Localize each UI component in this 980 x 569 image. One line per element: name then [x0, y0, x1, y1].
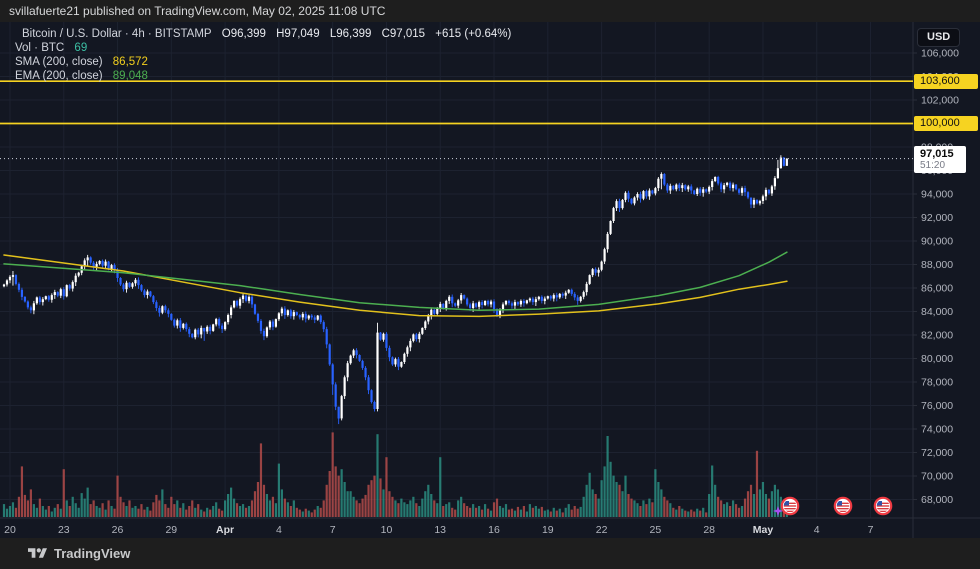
tradingview-branding[interactable]: TradingView [28, 546, 130, 561]
svg-text:4: 4 [276, 524, 282, 536]
svg-text:May: May [753, 524, 774, 536]
ohlc-low: L96,399 [329, 28, 372, 40]
event-markers[interactable] [773, 496, 893, 516]
svg-text:Apr: Apr [216, 524, 234, 536]
sma-line [3, 254, 788, 318]
ohlc-high: H97,049 [276, 28, 320, 40]
us-flag-event-icon [833, 496, 853, 516]
chart-canvas[interactable]: 68,000 70,000 72,000 74,000 76,000 78,000 80,0… [0, 22, 980, 538]
legend-sma-row[interactable]: SMA (200, close) 86,572 [15, 55, 511, 69]
volume-value: 69 [74, 42, 88, 54]
svg-text:82,000: 82,000 [921, 330, 953, 342]
svg-text:90,000: 90,000 [921, 236, 953, 248]
svg-text:22: 22 [596, 524, 608, 536]
pane-borders [0, 22, 980, 538]
svg-text:23: 23 [58, 524, 70, 536]
svg-text:4: 4 [814, 524, 820, 536]
last-price-value: 97,015 [920, 148, 954, 161]
symbol-title: Bitcoin / U.S. Dollar · 4h · BITSTAMP [22, 28, 212, 40]
svg-text:68,000: 68,000 [921, 494, 953, 506]
svg-text:74,000: 74,000 [921, 424, 953, 436]
svg-text:78,000: 78,000 [921, 377, 953, 389]
svg-text:29: 29 [165, 524, 177, 536]
level-badge-103600: 103,600 [914, 73, 978, 89]
tradingview-logo-icon [28, 548, 47, 558]
key-level-lines[interactable] [0, 80, 913, 125]
svg-text:72,000: 72,000 [921, 447, 953, 459]
sma-label: SMA (200, close) [15, 56, 103, 68]
legend-symbol-row[interactable]: Bitcoin / U.S. Dollar · 4h · BITSTAMP O9… [15, 27, 511, 41]
ema-line [3, 251, 788, 312]
svg-text:10: 10 [381, 524, 393, 536]
svg-text:84,000: 84,000 [921, 306, 953, 318]
svg-text:102,000: 102,000 [921, 95, 959, 107]
svg-text:25: 25 [650, 524, 662, 536]
chart-area[interactable]: 68,000 70,000 72,000 74,000 76,000 78,000 80,0… [0, 22, 980, 538]
tradingview-brand-text: TradingView [54, 546, 131, 561]
svg-text:20: 20 [4, 524, 16, 536]
svg-text:70,000: 70,000 [921, 471, 953, 483]
ema-label: EMA (200, close) [15, 70, 103, 82]
svg-text:76,000: 76,000 [921, 400, 953, 412]
publish-banner-text: svillafuerte21 published on TradingView.… [9, 4, 386, 18]
ohlc-open: O96,399 [221, 28, 266, 40]
publish-banner: svillafuerte21 published on TradingView.… [0, 0, 980, 22]
svg-text:92,000: 92,000 [921, 212, 953, 224]
svg-text:19: 19 [542, 524, 554, 536]
level-badge-100000: 100,000 [914, 116, 978, 131]
svg-text:80,000: 80,000 [921, 353, 953, 365]
volume-label: Vol · BTC [15, 42, 65, 54]
sma-value: 86,572 [112, 56, 148, 68]
footer-bar: TradingView [0, 538, 980, 569]
svg-text:13: 13 [434, 524, 446, 536]
us-flag-event-icon [873, 496, 893, 516]
purple-sparkle-marker [773, 506, 783, 516]
time-axis[interactable]: 20 23 26 29 Apr 4 7 10 13 16 19 22 25 28 May 4 7 [4, 524, 873, 536]
last-price-badge: 97,015 51:20 [914, 146, 966, 174]
currency-toggle-button[interactable]: USD [917, 28, 961, 47]
legend-volume-row[interactable]: Vol · BTC 69 [15, 41, 511, 55]
volume-bars [2, 432, 788, 517]
svg-text:7: 7 [330, 524, 336, 536]
svg-text:94,000: 94,000 [921, 189, 953, 201]
svg-text:86,000: 86,000 [921, 283, 953, 295]
svg-text:7: 7 [868, 524, 874, 536]
legend-ema-row[interactable]: EMA (200, close) 89,048 [15, 69, 511, 83]
svg-text:106,000: 106,000 [921, 48, 959, 60]
svg-text:28: 28 [703, 524, 715, 536]
svg-text:16: 16 [488, 524, 500, 536]
candles [2, 155, 788, 425]
bar-countdown: 51:20 [920, 160, 946, 172]
ema-value: 89,048 [112, 70, 148, 82]
chart-legend: Bitcoin / U.S. Dollar · 4h · BITSTAMP O9… [15, 27, 511, 83]
ohlc-change: +615 (+0.64%) [435, 28, 512, 40]
us-flag-event-icon [780, 496, 800, 516]
svg-text:26: 26 [112, 524, 124, 536]
ohlc-close: C97,015 [381, 28, 426, 40]
svg-text:88,000: 88,000 [921, 259, 953, 271]
grid [0, 22, 913, 518]
